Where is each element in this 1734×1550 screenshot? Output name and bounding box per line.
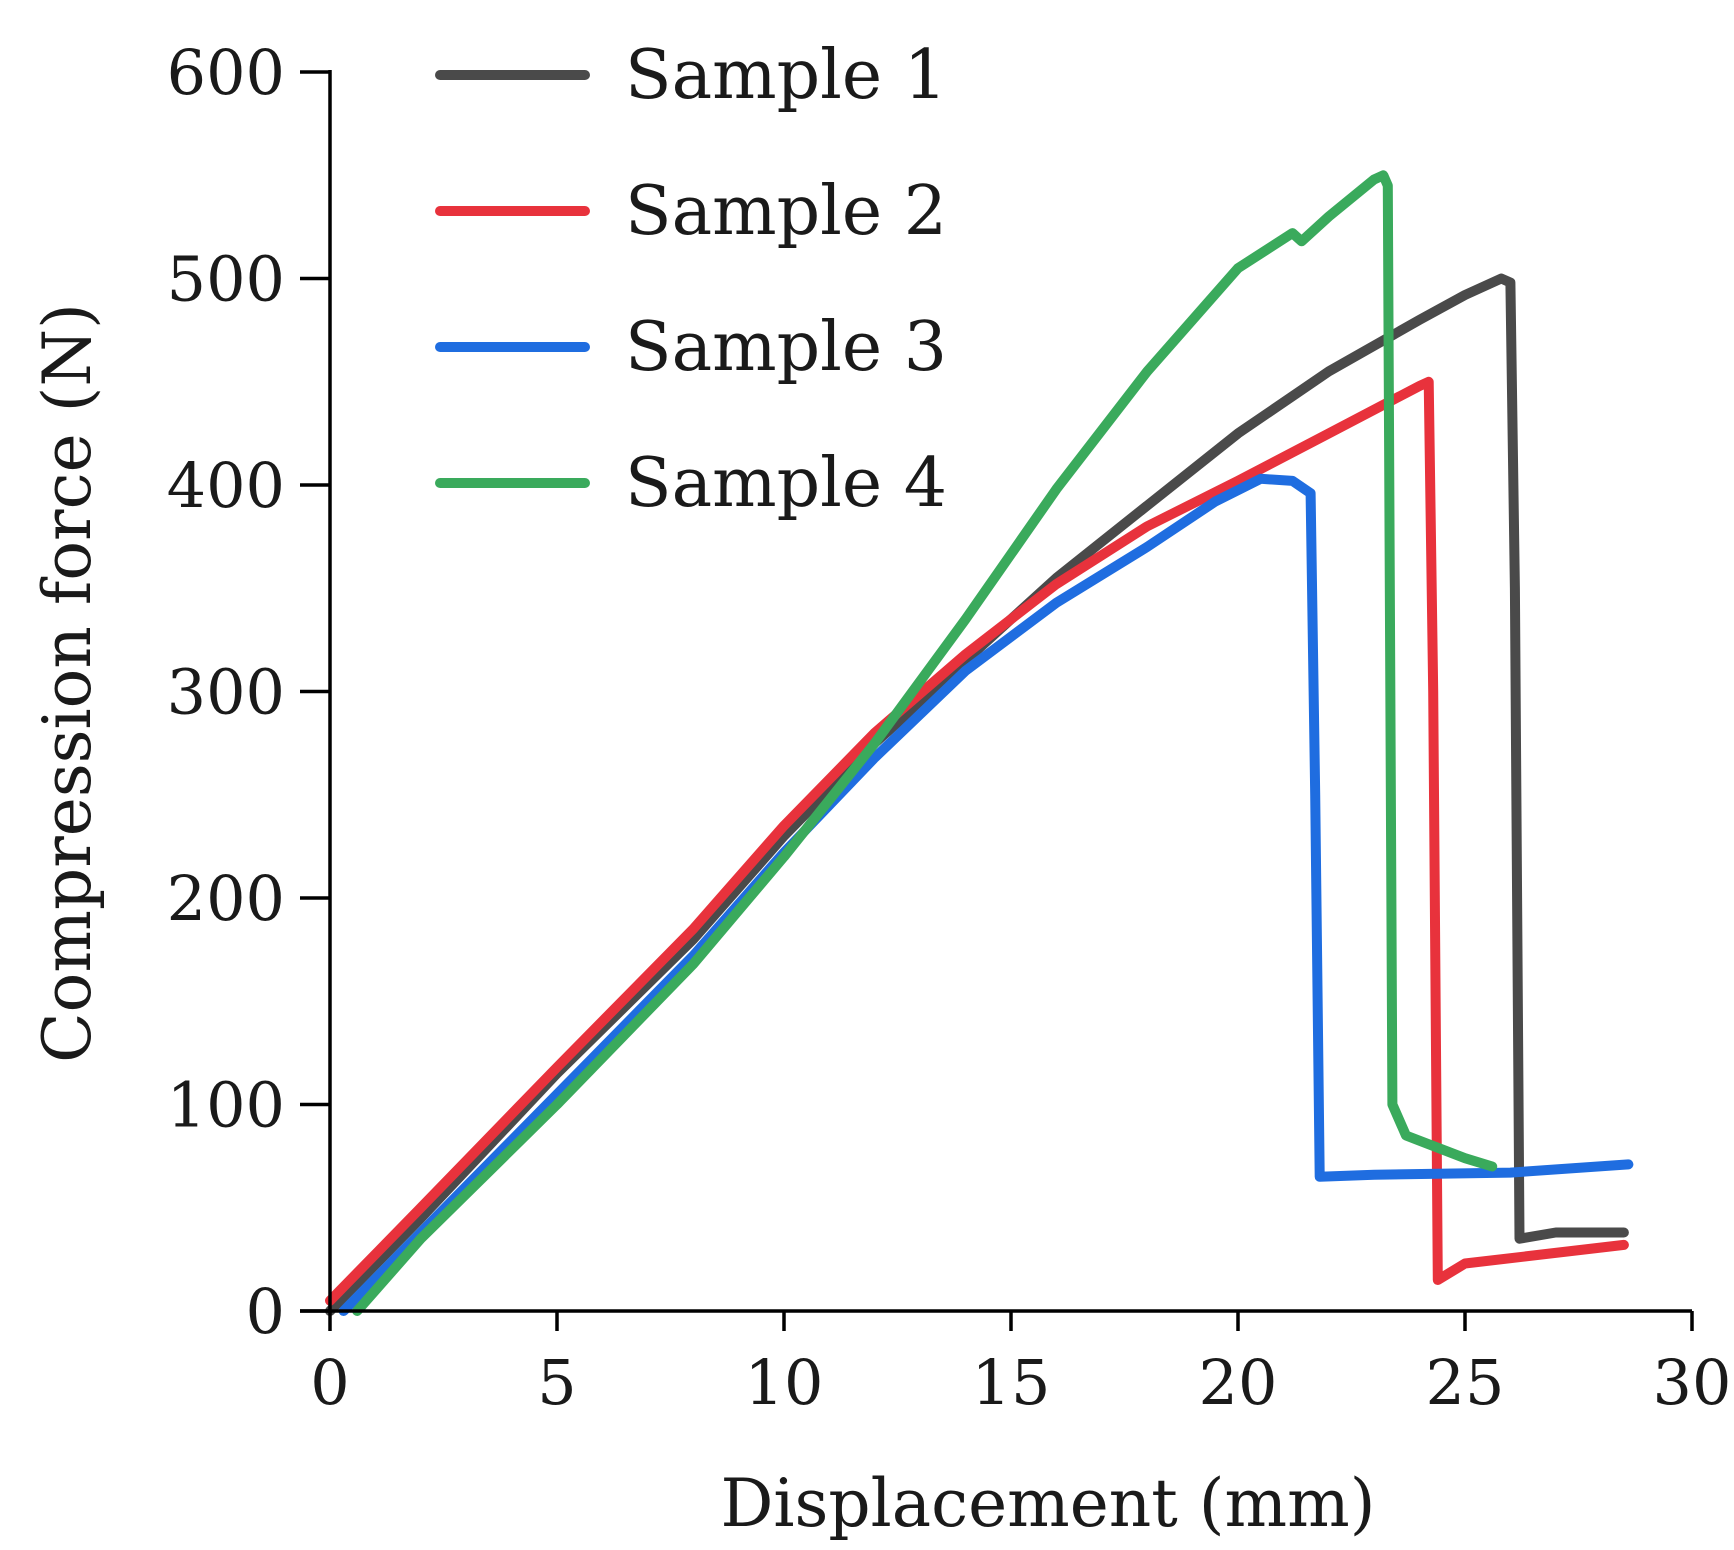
- legend-label-sample-4: Sample 4: [625, 444, 947, 523]
- y-tick-label: 400: [167, 449, 285, 522]
- y-tick-label: 600: [167, 36, 285, 109]
- x-tick-label: 0: [310, 1346, 349, 1419]
- y-axis-title: Compression force (N): [29, 303, 106, 1063]
- x-tick-label: 10: [745, 1346, 824, 1419]
- series-line-sample-2: [325, 376, 1629, 1306]
- legend: Sample 1 Sample 2 Sample 3 Sample 4: [435, 36, 947, 523]
- legend-label-sample-3: Sample 3: [625, 308, 947, 387]
- series-line-sample-4: [352, 170, 1498, 1316]
- x-tick-label: 20: [1199, 1346, 1278, 1419]
- legend-label-sample-1: Sample 1: [625, 36, 947, 115]
- y-tick-label: 500: [167, 243, 285, 316]
- axes-layer: 0 100 200 300 400 500 600 0 5 10 15 20 25 30: [167, 36, 1732, 1419]
- series-line-sample-1: [325, 273, 1629, 1316]
- y-tick-label: 100: [167, 1069, 285, 1142]
- legend-label-sample-2: Sample 2: [625, 172, 947, 251]
- x-tick-label: 30: [1653, 1346, 1732, 1419]
- series-line-sample-3: [338, 473, 1634, 1316]
- y-tick-label: 200: [167, 862, 285, 935]
- y-tick-label: 0: [246, 1275, 285, 1348]
- x-tick-label: 5: [537, 1346, 576, 1419]
- x-axis-title: Displacement (mm): [721, 1465, 1376, 1542]
- x-tick-label: 25: [1426, 1346, 1505, 1419]
- series-layer: [325, 170, 1634, 1316]
- y-tick-label: 300: [167, 656, 285, 729]
- x-tick-label: 15: [972, 1346, 1051, 1419]
